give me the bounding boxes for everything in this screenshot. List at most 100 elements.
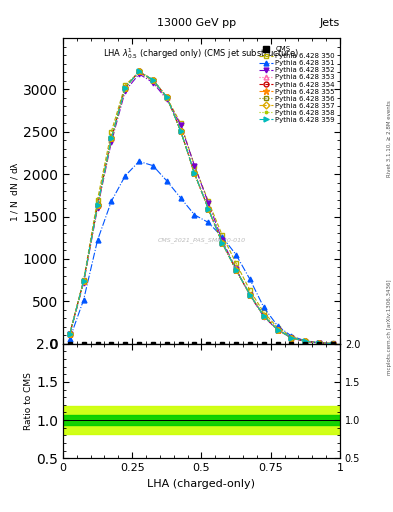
Pythia 6.428 359 (95, 202, 100, 208)
Pythia 6.428 355 (151, 77, 155, 83)
Pythia 6.428 356 (317, 340, 321, 346)
Pythia 6.428 352 (206, 200, 211, 206)
Pythia 6.428 358 (68, 331, 72, 337)
Pythia 6.428 350 (275, 325, 280, 331)
Pythia 6.428 350 (123, 82, 128, 88)
Pythia 6.428 351 (192, 212, 197, 218)
Text: CMS_2021_PAS_SMP-20-010: CMS_2021_PAS_SMP-20-010 (157, 237, 246, 243)
Text: Rivet 3.1.10, ≥ 2.8M events: Rivet 3.1.10, ≥ 2.8M events (387, 100, 392, 177)
Pythia 6.428 358 (220, 240, 224, 246)
Pythia 6.428 353 (192, 170, 197, 176)
Pythia 6.428 354 (206, 206, 211, 212)
Pythia 6.428 355 (192, 170, 197, 176)
Pythia 6.428 357 (68, 331, 72, 337)
Pythia 6.428 351 (331, 340, 335, 347)
Pythia 6.428 356 (248, 291, 252, 297)
Pythia 6.428 358 (234, 267, 239, 273)
Pythia 6.428 353 (331, 340, 335, 347)
Bar (63, 415, 340, 425)
Pythia 6.428 350 (137, 69, 141, 75)
Pythia 6.428 355 (123, 84, 128, 91)
Line: Pythia 6.428 359: Pythia 6.428 359 (67, 69, 336, 346)
Line: Pythia 6.428 358: Pythia 6.428 358 (67, 69, 336, 346)
Pythia 6.428 359 (178, 128, 183, 134)
Pythia 6.428 351 (123, 173, 128, 179)
Pythia 6.428 350 (81, 277, 86, 283)
Pythia 6.428 352 (81, 280, 86, 286)
Pythia 6.428 351 (220, 234, 224, 240)
Pythia 6.428 358 (248, 291, 252, 297)
Text: 13000 GeV pp: 13000 GeV pp (157, 18, 236, 28)
Pythia 6.428 356 (206, 206, 211, 212)
Pythia 6.428 352 (137, 71, 141, 77)
Pythia 6.428 352 (220, 237, 224, 243)
Pythia 6.428 354 (109, 135, 114, 141)
Pythia 6.428 353 (234, 267, 239, 273)
Pythia 6.428 352 (248, 292, 252, 298)
Pythia 6.428 357 (95, 202, 100, 208)
Pythia 6.428 350 (206, 198, 211, 204)
Pythia 6.428 356 (164, 94, 169, 100)
Text: mcplots.cern.ch [arXiv:1306.3436]: mcplots.cern.ch [arXiv:1306.3436] (387, 280, 392, 375)
Pythia 6.428 352 (192, 162, 197, 168)
Pythia 6.428 355 (303, 338, 308, 345)
Pythia 6.428 358 (192, 170, 197, 176)
Pythia 6.428 351 (275, 323, 280, 329)
Pythia 6.428 359 (206, 206, 211, 212)
Pythia 6.428 359 (261, 313, 266, 319)
Pythia 6.428 359 (275, 327, 280, 333)
Pythia 6.428 355 (164, 94, 169, 100)
Pythia 6.428 356 (68, 331, 72, 337)
Pythia 6.428 353 (151, 77, 155, 83)
Pythia 6.428 355 (137, 69, 141, 75)
Pythia 6.428 350 (261, 309, 266, 315)
Pythia 6.428 351 (164, 178, 169, 184)
Pythia 6.428 358 (317, 340, 321, 346)
Pythia 6.428 353 (303, 338, 308, 345)
Pythia 6.428 353 (275, 327, 280, 333)
Line: Pythia 6.428 351: Pythia 6.428 351 (67, 159, 336, 346)
Pythia 6.428 350 (248, 287, 252, 293)
Pythia 6.428 354 (331, 340, 335, 347)
Pythia 6.428 358 (123, 84, 128, 91)
Pythia 6.428 354 (178, 128, 183, 134)
Pythia 6.428 357 (303, 338, 308, 345)
Pythia 6.428 351 (206, 219, 211, 225)
Pythia 6.428 353 (289, 334, 294, 340)
Pythia 6.428 356 (261, 313, 266, 319)
Pythia 6.428 358 (109, 135, 114, 141)
Pythia 6.428 359 (123, 84, 128, 91)
Pythia 6.428 356 (234, 267, 239, 273)
Pythia 6.428 358 (178, 128, 183, 134)
Pythia 6.428 356 (289, 334, 294, 340)
Bar (63, 407, 340, 434)
Pythia 6.428 359 (220, 240, 224, 246)
Pythia 6.428 351 (109, 198, 114, 204)
X-axis label: LHA (charged-only): LHA (charged-only) (147, 479, 255, 488)
Pythia 6.428 359 (137, 69, 141, 75)
Pythia 6.428 359 (151, 77, 155, 83)
Pythia 6.428 354 (95, 202, 100, 208)
Text: Jets: Jets (320, 18, 340, 28)
Pythia 6.428 351 (137, 158, 141, 164)
Pythia 6.428 354 (220, 240, 224, 246)
Pythia 6.428 358 (81, 278, 86, 284)
Text: LHA $\lambda^1_{0.5}$ (charged only) (CMS jet substructure): LHA $\lambda^1_{0.5}$ (charged only) (CM… (103, 46, 299, 61)
Pythia 6.428 355 (331, 340, 335, 347)
Pythia 6.428 351 (68, 335, 72, 342)
Pythia 6.428 352 (317, 340, 321, 346)
Pythia 6.428 357 (234, 267, 239, 273)
Pythia 6.428 356 (192, 170, 197, 176)
Pythia 6.428 358 (137, 69, 141, 75)
Pythia 6.428 359 (68, 331, 72, 337)
Pythia 6.428 353 (178, 128, 183, 134)
Pythia 6.428 359 (303, 338, 308, 345)
Pythia 6.428 359 (109, 135, 114, 141)
Pythia 6.428 352 (261, 313, 266, 319)
Pythia 6.428 357 (137, 69, 141, 75)
Legend: CMS, Pythia 6.428 350, Pythia 6.428 351, Pythia 6.428 352, Pythia 6.428 353, Pyt: CMS, Pythia 6.428 350, Pythia 6.428 351,… (257, 45, 336, 124)
Pythia 6.428 350 (151, 78, 155, 84)
Line: Pythia 6.428 355: Pythia 6.428 355 (66, 68, 336, 347)
Pythia 6.428 350 (317, 340, 321, 346)
Line: Pythia 6.428 354: Pythia 6.428 354 (67, 69, 336, 346)
